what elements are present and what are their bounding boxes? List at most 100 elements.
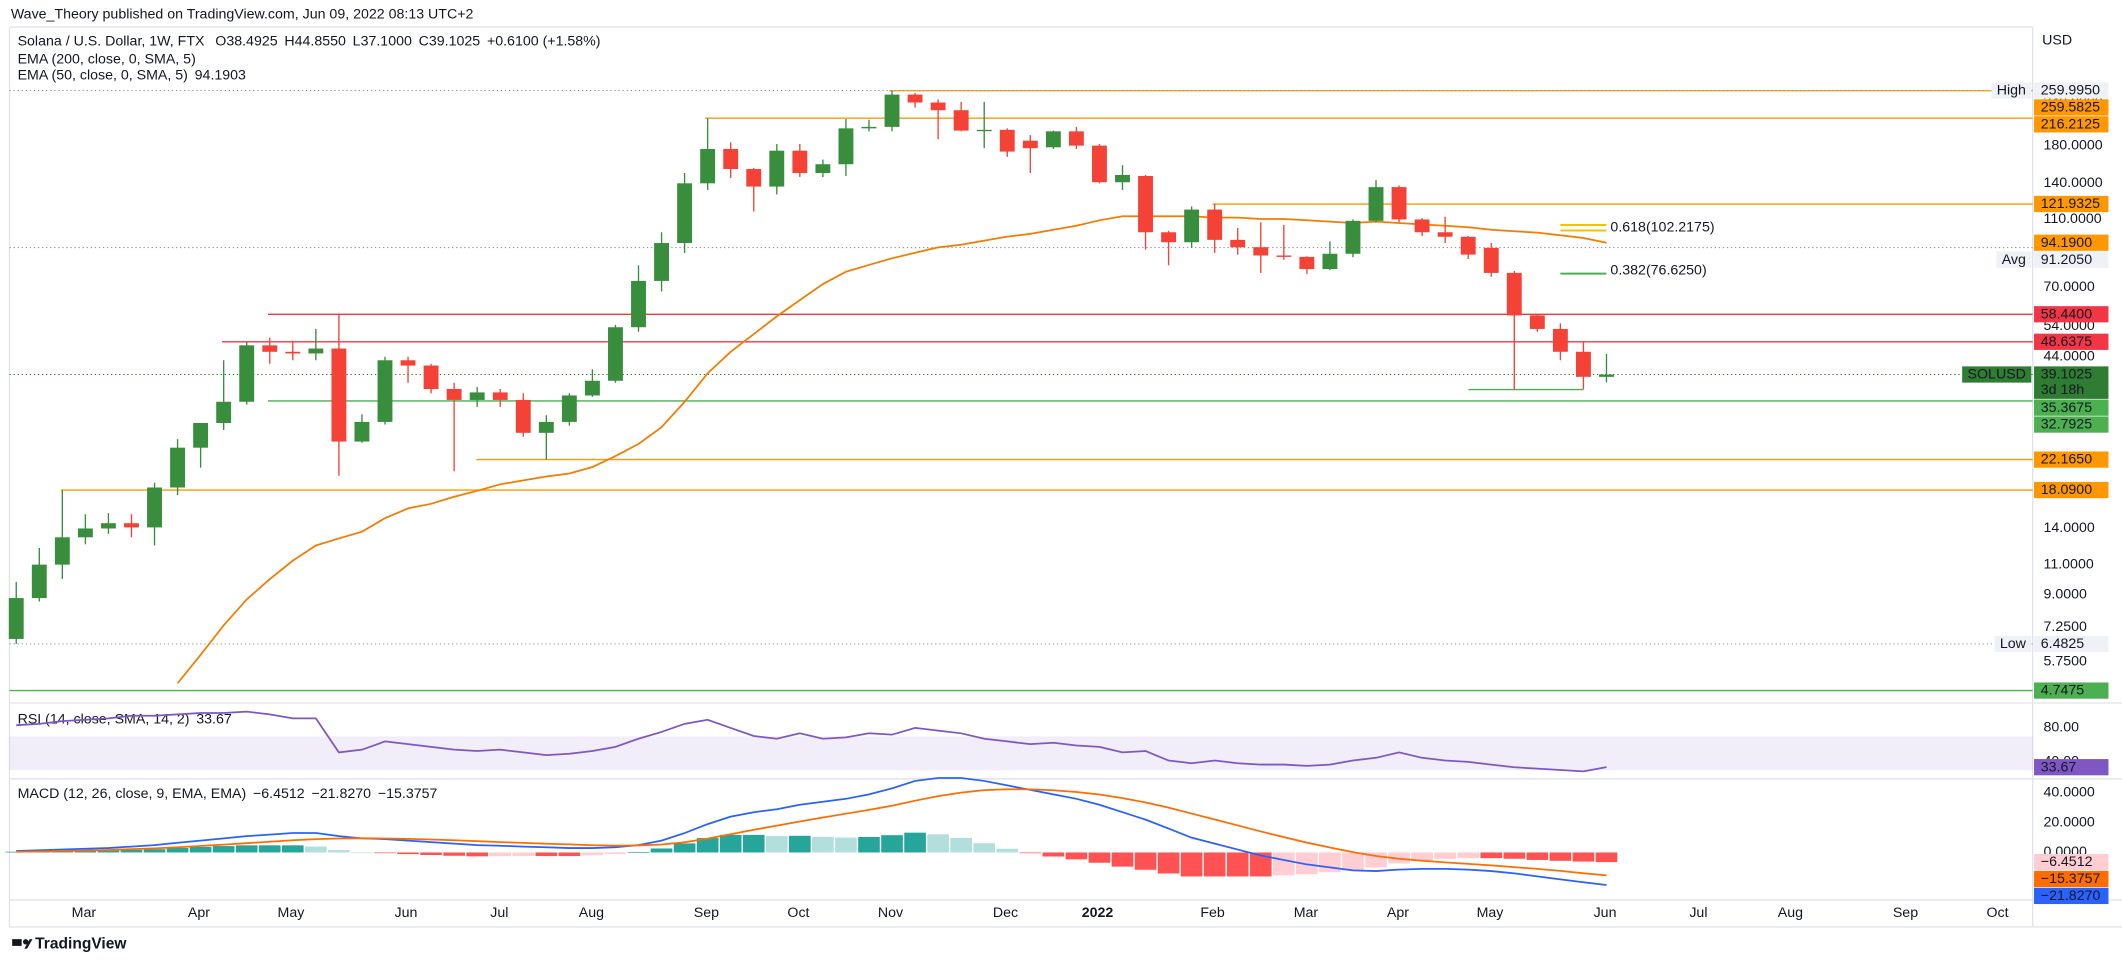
candle-body xyxy=(1092,145,1107,183)
x-tick-label: Sep xyxy=(694,905,719,921)
level-tag-bg xyxy=(2034,451,2109,468)
candle-body xyxy=(1506,272,1522,316)
candle-body xyxy=(492,392,508,400)
symbol: Solana / U.S. Dollar, 1W, FTX xyxy=(18,34,205,50)
macd-histogram-bar xyxy=(281,845,304,853)
macd-histogram-bar xyxy=(235,845,258,853)
ohlc-high: H44.8550 xyxy=(284,34,346,50)
macd-histogram-bar xyxy=(1411,852,1433,861)
macd-histogram-bar xyxy=(212,846,235,853)
level-tag: 216.2125 xyxy=(2041,117,2100,133)
level-tag: 4.7475 xyxy=(2041,683,2085,699)
candle-body xyxy=(170,447,186,488)
currency-label: USD xyxy=(2042,32,2072,48)
candle-body xyxy=(1368,187,1384,221)
marker-tag-bg xyxy=(2034,251,2109,268)
macd-histogram-bar xyxy=(558,852,581,857)
macd-histogram-bar xyxy=(1595,852,1618,863)
candle-body xyxy=(216,401,232,423)
level-tag-bg xyxy=(2034,195,2109,213)
candle-body xyxy=(792,150,808,173)
candle-body xyxy=(976,129,992,132)
candle-body xyxy=(77,528,93,538)
macd-histogram-bar xyxy=(1296,852,1318,875)
y-tick-label: 14.0000 xyxy=(2044,520,2095,536)
macd-hist-tag-bg xyxy=(2034,853,2109,871)
candle-body xyxy=(631,280,646,328)
candle-body xyxy=(700,149,716,184)
candle-body xyxy=(1322,253,1338,270)
candle-body xyxy=(838,128,854,165)
macd-histogram-bar xyxy=(1042,852,1065,857)
macd-histogram-bar xyxy=(1088,852,1111,863)
candle-body xyxy=(1483,247,1499,273)
fib-label: 0.382(76.6250) xyxy=(1610,263,1706,279)
candle-body xyxy=(100,523,116,529)
candle-body xyxy=(1599,374,1614,377)
rsi-tag-bg xyxy=(2034,759,2109,776)
macd-histogram-bar xyxy=(996,848,1019,853)
last-price-tag-bg xyxy=(2034,366,2109,399)
x-tick-label: Aug xyxy=(1778,905,1803,921)
candle-body xyxy=(1161,232,1177,243)
macd-histogram-bar xyxy=(97,850,120,853)
candle-body xyxy=(953,110,969,131)
level-tag: 18.0900 xyxy=(2041,482,2092,498)
macd-histogram-bar xyxy=(1180,852,1203,877)
candle-body xyxy=(1230,239,1246,248)
x-tick-label: Dec xyxy=(993,905,1018,921)
candle-body xyxy=(262,345,278,352)
candle-body xyxy=(147,487,162,528)
candle-body xyxy=(124,523,139,528)
ema50-line xyxy=(176,215,1607,684)
macd-signal-tag: −15.3757 xyxy=(2041,871,2101,887)
x-tick-label: Apr xyxy=(188,905,210,921)
candle-body xyxy=(608,327,623,381)
level-tag-bg xyxy=(2034,116,2109,133)
candle-body xyxy=(377,360,393,422)
x-tick-label: Oct xyxy=(1986,905,2008,921)
footer-brand: TradingView xyxy=(35,936,127,953)
level-tag: 259.5825 xyxy=(2041,100,2100,116)
x-tick-label: Jun xyxy=(395,905,418,921)
candle-body xyxy=(515,399,531,433)
last-price-tag-name: SOLUSD xyxy=(1968,367,2026,383)
x-tick-label: Sep xyxy=(1893,905,1918,921)
candle-body xyxy=(446,388,462,400)
candle-body xyxy=(769,150,785,187)
candle-body xyxy=(331,348,347,442)
ema200-legend: EMA (200, close, 0, SMA, 5) xyxy=(18,51,196,67)
candle-body xyxy=(677,183,693,244)
macd-histogram-bar xyxy=(765,836,788,853)
x-tick-label: Nov xyxy=(878,905,904,921)
macd-histogram-bar xyxy=(881,835,903,853)
macd-legend: MACD (12, 26, close, 9, EMA, EMA) xyxy=(18,786,247,802)
rsi-legend: RSI (14, close, SMA, 14, 2) xyxy=(18,712,190,728)
candle-body xyxy=(561,395,577,422)
ema50-legend: EMA (50, close, 0, SMA, 5) xyxy=(18,68,188,84)
macd-line xyxy=(16,777,1607,886)
level-tag-bg xyxy=(2034,399,2109,416)
macd-histogram-bar xyxy=(1249,852,1272,877)
ohlc-low: L37.1000 xyxy=(353,34,412,50)
macd-histogram-bar xyxy=(5,851,28,853)
candle-body xyxy=(861,126,877,129)
macd-histogram-bar xyxy=(1226,852,1249,877)
candle-body xyxy=(469,392,485,400)
macd-histogram-bar xyxy=(351,852,373,854)
macd-line-tag: −21.8270 xyxy=(2041,888,2101,904)
level-tag: 32.7925 xyxy=(2041,417,2092,433)
macd-histogram-bar xyxy=(1572,852,1595,862)
x-tick-label: Mar xyxy=(1294,905,1319,921)
candle-body xyxy=(31,564,47,599)
y-tick-label: 5.7500 xyxy=(2044,654,2088,670)
candle-body xyxy=(1437,232,1453,237)
level-tag: 121.9325 xyxy=(2041,196,2100,212)
x-tick-label: Oct xyxy=(787,905,809,921)
candle-body xyxy=(1138,175,1153,233)
level-tag-bg xyxy=(2034,234,2109,251)
macd-histogram-bar xyxy=(328,850,350,853)
marker-tag-name: Low xyxy=(2000,636,2027,652)
